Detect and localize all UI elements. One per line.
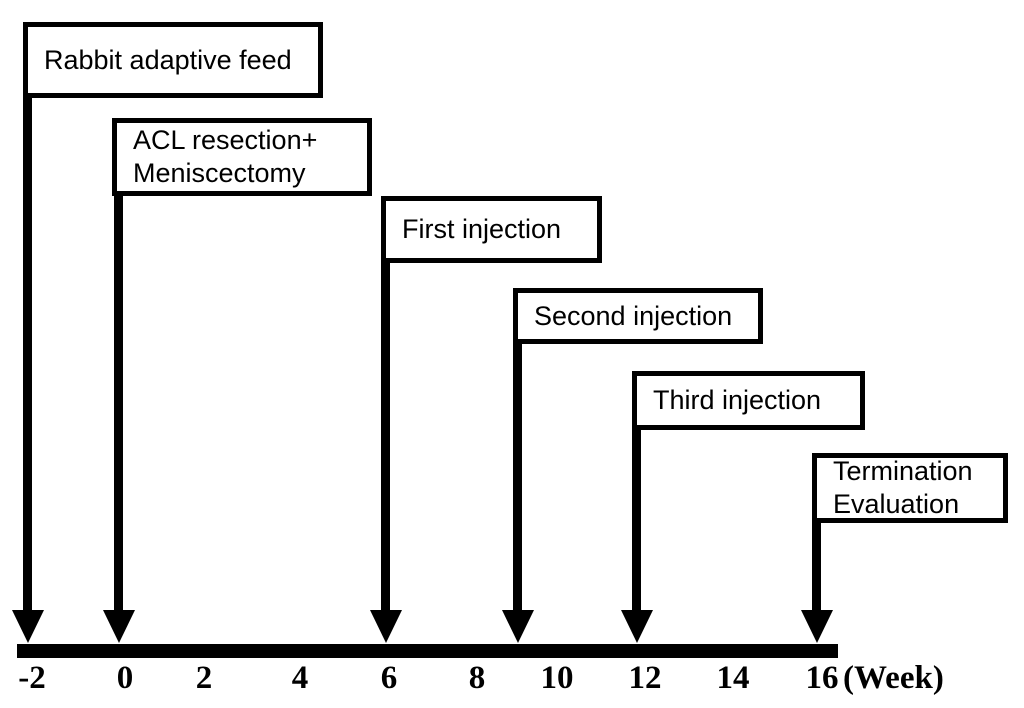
tick-label-6: 6 xyxy=(380,660,398,696)
event-label-first-injection: First injection xyxy=(402,214,562,245)
event-box-second-injection: Second injection xyxy=(513,288,763,344)
arrow-head-icon-third-injection xyxy=(621,610,653,643)
arrow-head-icon-acl-resection-meniscectomy xyxy=(103,610,135,643)
arrow-head-icon-rabbit-adaptive-feed xyxy=(12,610,44,643)
event-label-termination-evaluation: Termination Evaluation xyxy=(833,456,973,519)
event-box-rabbit-adaptive-feed: Rabbit adaptive feed xyxy=(23,22,323,98)
event-box-termination-evaluation: Termination Evaluation xyxy=(812,453,1008,523)
arrow-head-icon-termination-evaluation xyxy=(801,610,833,643)
event-label-rabbit-adaptive-feed: Rabbit adaptive feed xyxy=(44,44,292,75)
tick-label-16: 16 xyxy=(805,660,839,696)
event-box-acl-resection-meniscectomy: ACL resection+ Meniscectomy xyxy=(112,118,372,196)
arrow-head-icon-second-injection xyxy=(502,610,534,643)
arrow-line-second-injection xyxy=(513,341,522,612)
axis-unit-label: (Week) xyxy=(843,660,944,696)
tick-label-4: 4 xyxy=(291,660,309,696)
arrow-head-icon-first-injection xyxy=(370,610,402,643)
event-box-third-injection: Third injection xyxy=(632,371,865,430)
arrow-line-rabbit-adaptive-feed xyxy=(23,96,32,612)
arrow-line-acl-resection-meniscectomy xyxy=(114,194,123,612)
tick-label-minus2: -2 xyxy=(18,660,46,696)
arrow-line-third-injection xyxy=(632,427,641,612)
tick-label-14: 14 xyxy=(716,660,750,696)
tick-label-12: 12 xyxy=(628,660,662,696)
tick-label-8: 8 xyxy=(468,660,486,696)
event-label-acl-resection-meniscectomy: ACL resection+ Meniscectomy xyxy=(133,125,318,188)
arrow-line-termination-evaluation xyxy=(812,520,821,612)
event-label-second-injection: Second injection xyxy=(534,300,733,331)
arrow-line-first-injection xyxy=(381,260,390,612)
tick-label-10: 10 xyxy=(540,660,574,696)
tick-label-2: 2 xyxy=(195,660,213,696)
tick-label-0: 0 xyxy=(116,660,134,696)
event-label-third-injection: Third injection xyxy=(653,385,822,416)
timeline-axis-bar xyxy=(17,644,838,658)
event-box-first-injection: First injection xyxy=(381,196,602,263)
